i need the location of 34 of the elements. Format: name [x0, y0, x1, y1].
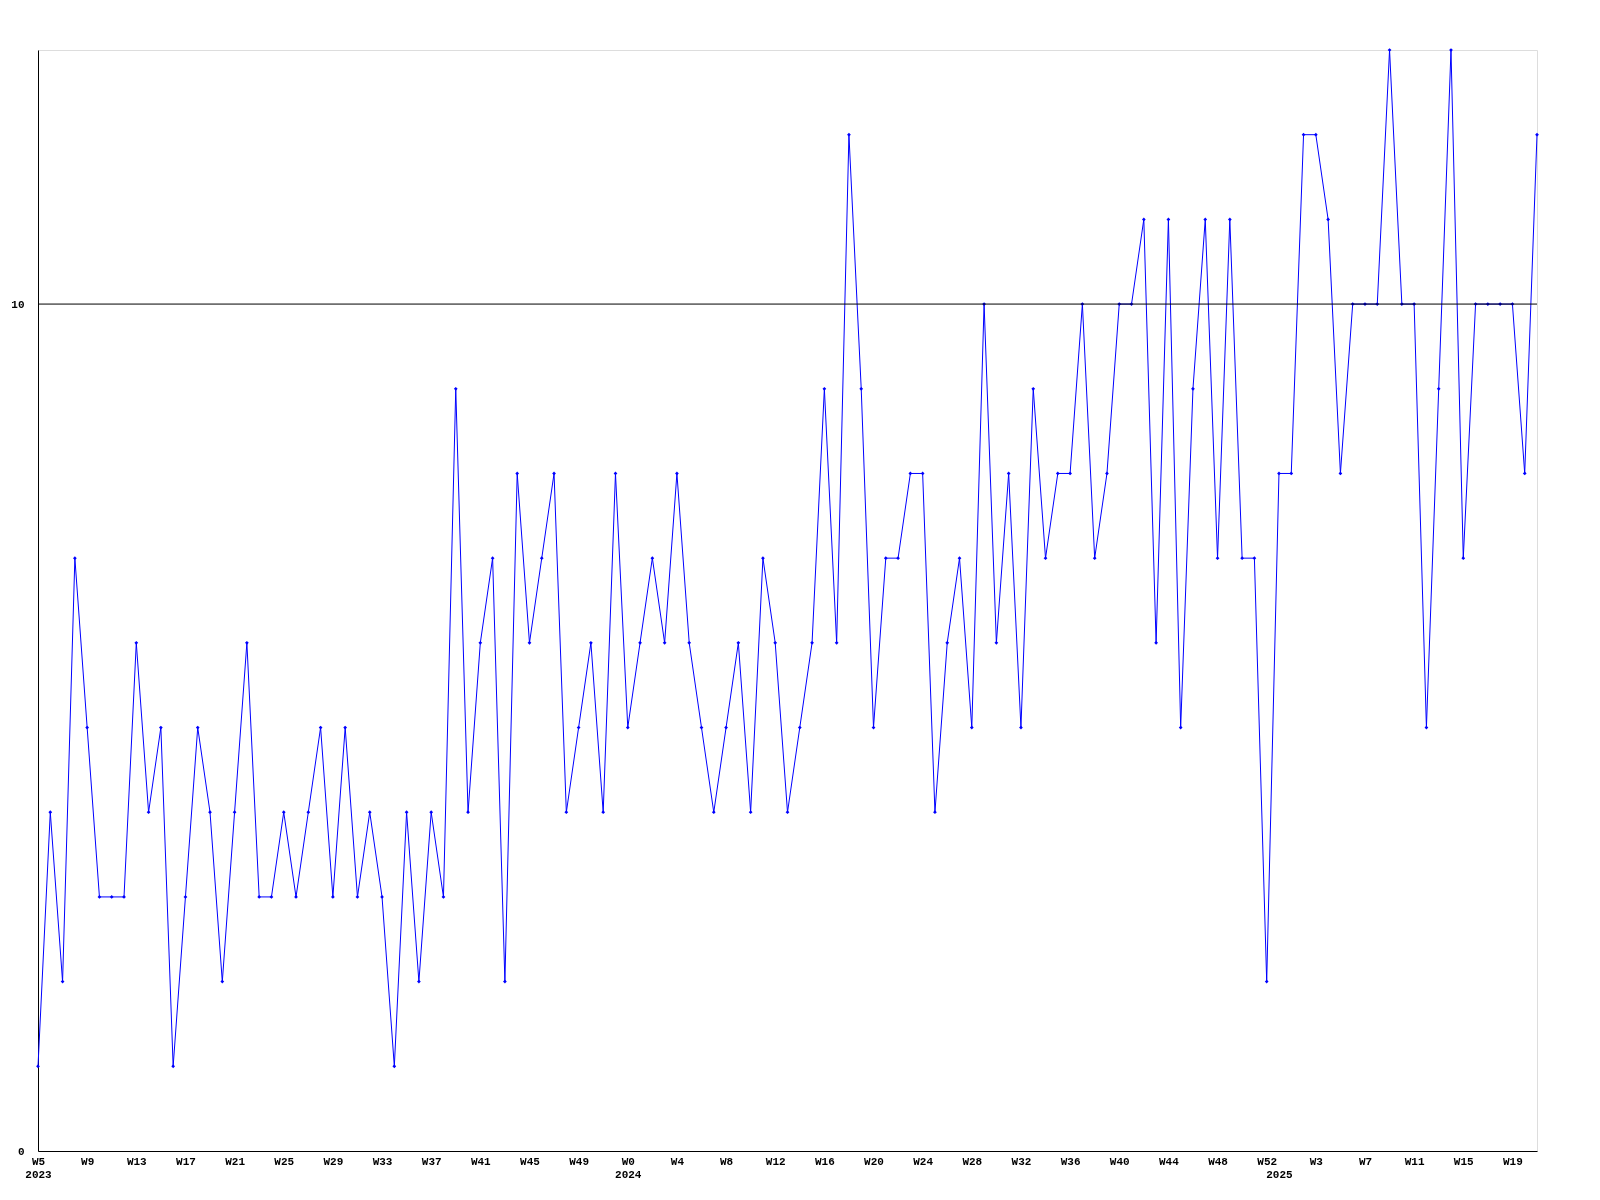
x-tick-label: W20: [864, 1155, 884, 1168]
x-tick-label: W13: [126, 1155, 148, 1168]
x-tick-label: W5 2023: [25, 1155, 53, 1181]
x-tick-label: W29: [323, 1155, 344, 1168]
x-tick-label: W52: [1257, 1155, 1278, 1168]
x-tick-label: W4: [670, 1155, 685, 1168]
x-tick-label: W25: [274, 1155, 295, 1168]
x-tick-label: W11: [1404, 1155, 1425, 1168]
x-tick-label: W17: [176, 1155, 196, 1168]
x-tick-label: W41: [470, 1155, 492, 1168]
x-tick-label: W24: [913, 1155, 934, 1168]
x-tick-label: W8: [719, 1155, 734, 1168]
x-tick-label: W16: [814, 1155, 835, 1168]
x-tick-label: W33: [372, 1155, 393, 1168]
x-tick-label: 2025: [1266, 1168, 1294, 1181]
x-tick-label: W44: [1158, 1155, 1180, 1168]
x-tick-label: W7: [1358, 1155, 1373, 1168]
x-tick-label: W37: [421, 1155, 442, 1168]
x-tick-label: W15: [1453, 1155, 1475, 1168]
x-tick-label: W28: [962, 1155, 983, 1168]
x-tick-label: W36: [1060, 1155, 1081, 1168]
x-tick-label: W49: [569, 1155, 590, 1168]
y-tick-label: 10: [11, 298, 25, 311]
x-tick-label: W48: [1208, 1155, 1229, 1168]
x-tick-label: W19: [1503, 1155, 1523, 1168]
x-tick-label: W0 2024: [615, 1155, 642, 1181]
x-tick-label: W45: [520, 1155, 541, 1168]
y-tick-label: 0: [17, 1145, 25, 1158]
x-tick-label: W3: [1309, 1155, 1324, 1168]
x-tick-label: W32: [1011, 1155, 1032, 1168]
x-tick-label: W12: [765, 1155, 786, 1168]
x-tick-label: W21: [225, 1155, 246, 1168]
x-tick-label: W40: [1109, 1155, 1130, 1168]
x-tick-label: W9: [81, 1155, 95, 1168]
